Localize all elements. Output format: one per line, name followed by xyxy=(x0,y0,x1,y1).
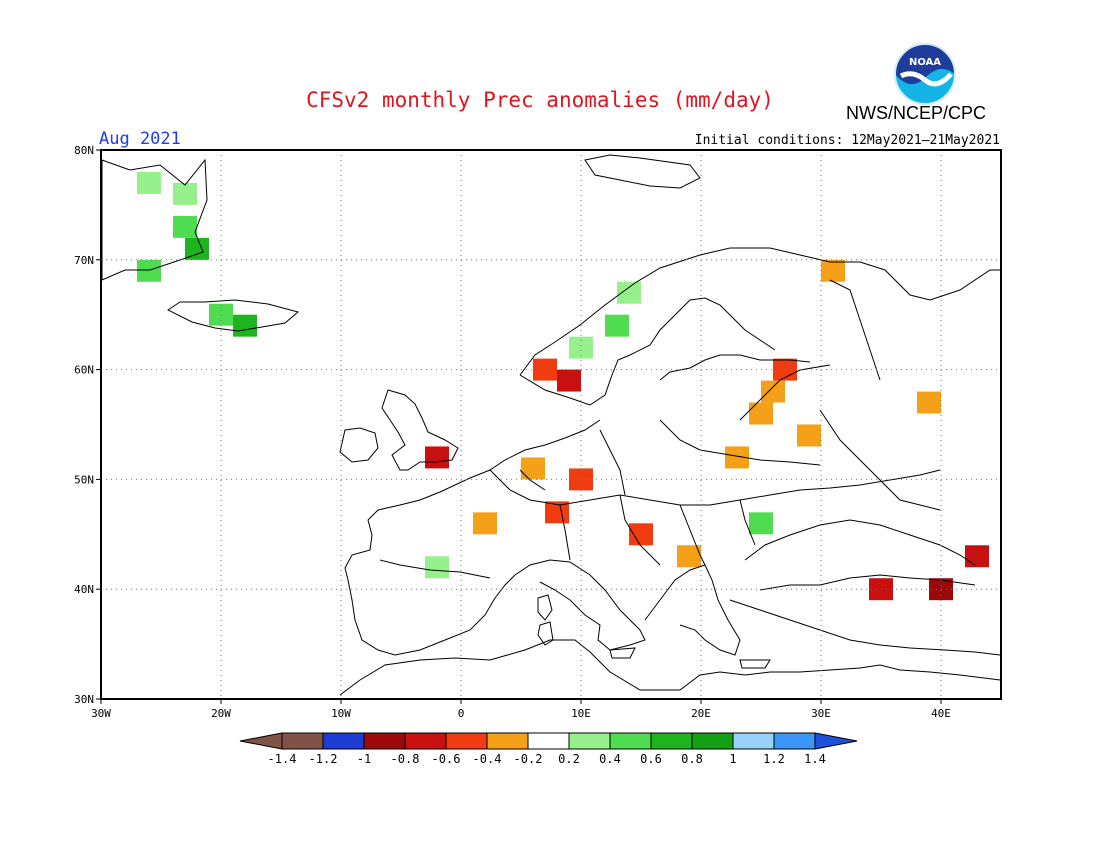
latitude-labels: 80N 70N 60N 50N 40N 30N xyxy=(74,144,94,706)
legend-tick-label: -0.6 xyxy=(432,752,461,766)
noaa-logo: NOAA xyxy=(893,42,957,106)
anomaly-cell xyxy=(965,545,989,568)
anomaly-cell xyxy=(749,402,773,425)
legend-tick-label: -0.8 xyxy=(391,752,420,766)
legend-swatch xyxy=(732,732,775,750)
anomaly-cell xyxy=(521,457,545,480)
anomaly-cell xyxy=(533,358,557,381)
anomaly-cell xyxy=(569,336,593,359)
anomaly-cell xyxy=(617,281,641,304)
longitude-label: 30E xyxy=(811,707,831,720)
legend-swatch xyxy=(404,732,447,750)
legend-arrow-high xyxy=(814,732,858,750)
legend-tick-label: -0.2 xyxy=(514,752,543,766)
legend-swatch xyxy=(527,732,570,750)
anomaly-cell xyxy=(185,237,209,260)
anomaly-cell xyxy=(209,303,233,326)
latitude-label: 50N xyxy=(74,473,94,486)
anomaly-cell xyxy=(629,523,653,546)
longitude-label: 10E xyxy=(571,707,591,720)
legend-swatch xyxy=(322,732,365,750)
anomaly-cell xyxy=(473,512,497,535)
anomaly-cell xyxy=(797,424,821,447)
map-title: CFSv2 monthly Prec anomalies (mm/day) xyxy=(306,88,774,112)
legend-arrow-low xyxy=(239,732,283,750)
anomaly-cell xyxy=(557,369,581,392)
legend-tick-label: -1.4 xyxy=(268,752,297,766)
legend-tick-label: 0.8 xyxy=(681,752,703,766)
anomaly-cell xyxy=(821,259,845,282)
longitude-label: 10W xyxy=(331,707,351,720)
legend-swatch xyxy=(650,732,693,750)
anomaly-cell xyxy=(173,215,197,238)
legend-swatch xyxy=(773,732,816,750)
anomaly-cell xyxy=(137,259,161,282)
legend-tick-label: 1 xyxy=(729,752,736,766)
latitude-label: 80N xyxy=(74,144,94,157)
longitude-label: 20E xyxy=(691,707,711,720)
anomaly-cell xyxy=(137,171,161,194)
anomaly-cell xyxy=(773,358,797,381)
anomaly-cell xyxy=(749,512,773,535)
legend-tick-label: -1.2 xyxy=(309,752,338,766)
legend-swatch xyxy=(363,732,406,750)
latitude-label: 30N xyxy=(74,693,94,706)
anomaly-cell xyxy=(725,446,749,469)
legend-tick-label: -1 xyxy=(357,752,371,766)
svg-text:NOAA: NOAA xyxy=(909,57,941,68)
longitude-labels: 30W 20W 10W 0 10E 20E 30E 40E xyxy=(91,707,951,720)
axis-ticks xyxy=(96,149,942,704)
initial-conditions-label: Initial conditions: 12May2021–21May2021 xyxy=(694,133,1000,148)
coastlines xyxy=(101,154,1001,696)
longitude-label: 0 xyxy=(458,707,465,720)
color-legend: -1.4 -1.2 -1 -0.8 -0.6 -0.4 -0.2 0.2 0.4 0.6 0.8 1 1… xyxy=(239,732,858,766)
legend-swatch xyxy=(486,732,529,750)
latitude-label: 60N xyxy=(74,364,94,377)
anomaly-cell xyxy=(761,380,785,403)
anomaly-cell xyxy=(425,446,449,469)
legend-tick-label: 0.4 xyxy=(599,752,621,766)
longitude-label: 30W xyxy=(91,707,111,720)
legend-tick-label: 0.2 xyxy=(558,752,580,766)
map-frame xyxy=(100,149,1002,700)
longitude-label: 40E xyxy=(931,707,951,720)
anomaly-cell xyxy=(233,314,257,337)
legend-swatch xyxy=(568,732,611,750)
legend-tick-label: 0.6 xyxy=(640,752,662,766)
anomaly-cell xyxy=(677,545,701,568)
latitude-label: 40N xyxy=(74,583,94,596)
agency-label: NWS/NCEP/CPC xyxy=(846,103,987,123)
graticule xyxy=(101,150,1001,699)
legend-swatch xyxy=(281,732,324,750)
latitude-label: 70N xyxy=(74,254,94,267)
legend-tick-label: 1.4 xyxy=(804,752,826,766)
anomaly-cells xyxy=(137,171,989,601)
forecast-month-label: Aug 2021 xyxy=(99,129,181,149)
legend-swatch xyxy=(691,732,734,750)
longitude-label: 20W xyxy=(211,707,231,720)
legend-swatch xyxy=(445,732,488,750)
legend-tick-label: 1.2 xyxy=(763,752,785,766)
anomaly-cell xyxy=(605,314,629,337)
legend-swatch xyxy=(609,732,652,750)
anomaly-cell xyxy=(425,556,449,579)
legend-tick-label: -0.4 xyxy=(473,752,502,766)
anomaly-cell xyxy=(173,182,197,205)
anomaly-cell xyxy=(917,391,941,414)
